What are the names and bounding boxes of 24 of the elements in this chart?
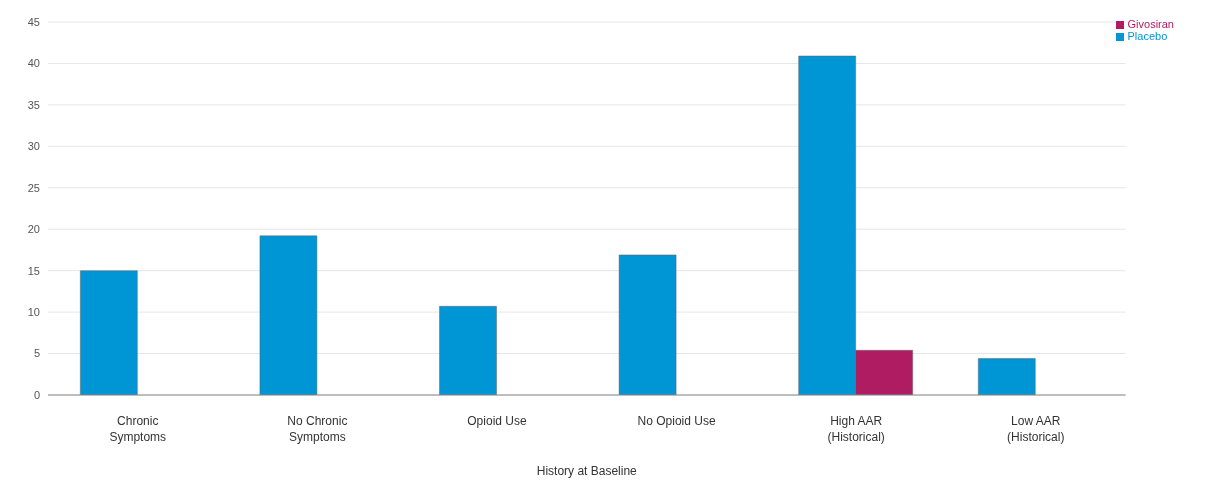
y-tick-label: 45 (27, 15, 40, 28)
y-tick-label: 20 (27, 223, 40, 236)
bar (80, 270, 138, 395)
x-tick-label: Chronic Symptoms (109, 414, 167, 444)
legend-label: Placebo (1127, 30, 1168, 42)
legend-label: Givosiran (1127, 18, 1174, 30)
bar (259, 235, 318, 395)
y-tick-label: 10 (27, 306, 40, 319)
bar (618, 254, 677, 395)
x-tick-label: Low AAR (Historical) (1007, 414, 1065, 444)
x-tick-label: No Chronic Symptoms (287, 414, 348, 444)
x-tick-label: Opioid Use (467, 414, 527, 428)
y-tick-label: 25 (27, 181, 40, 194)
y-tick-label: 0 (33, 388, 40, 401)
x-tick-label: High AAR (Historical) (827, 414, 885, 444)
y-tick-label: 35 (27, 98, 40, 111)
bar (978, 358, 1036, 395)
y-tick-label: 40 (27, 57, 40, 70)
x-tick-label: No Opioid Use (637, 414, 716, 428)
y-tick-label: 30 (27, 140, 40, 153)
bar (439, 306, 497, 395)
y-tick-label: 5 (33, 347, 40, 360)
x-axis-title: History at Baseline (536, 464, 638, 478)
y-tick-label: 15 (27, 264, 40, 277)
